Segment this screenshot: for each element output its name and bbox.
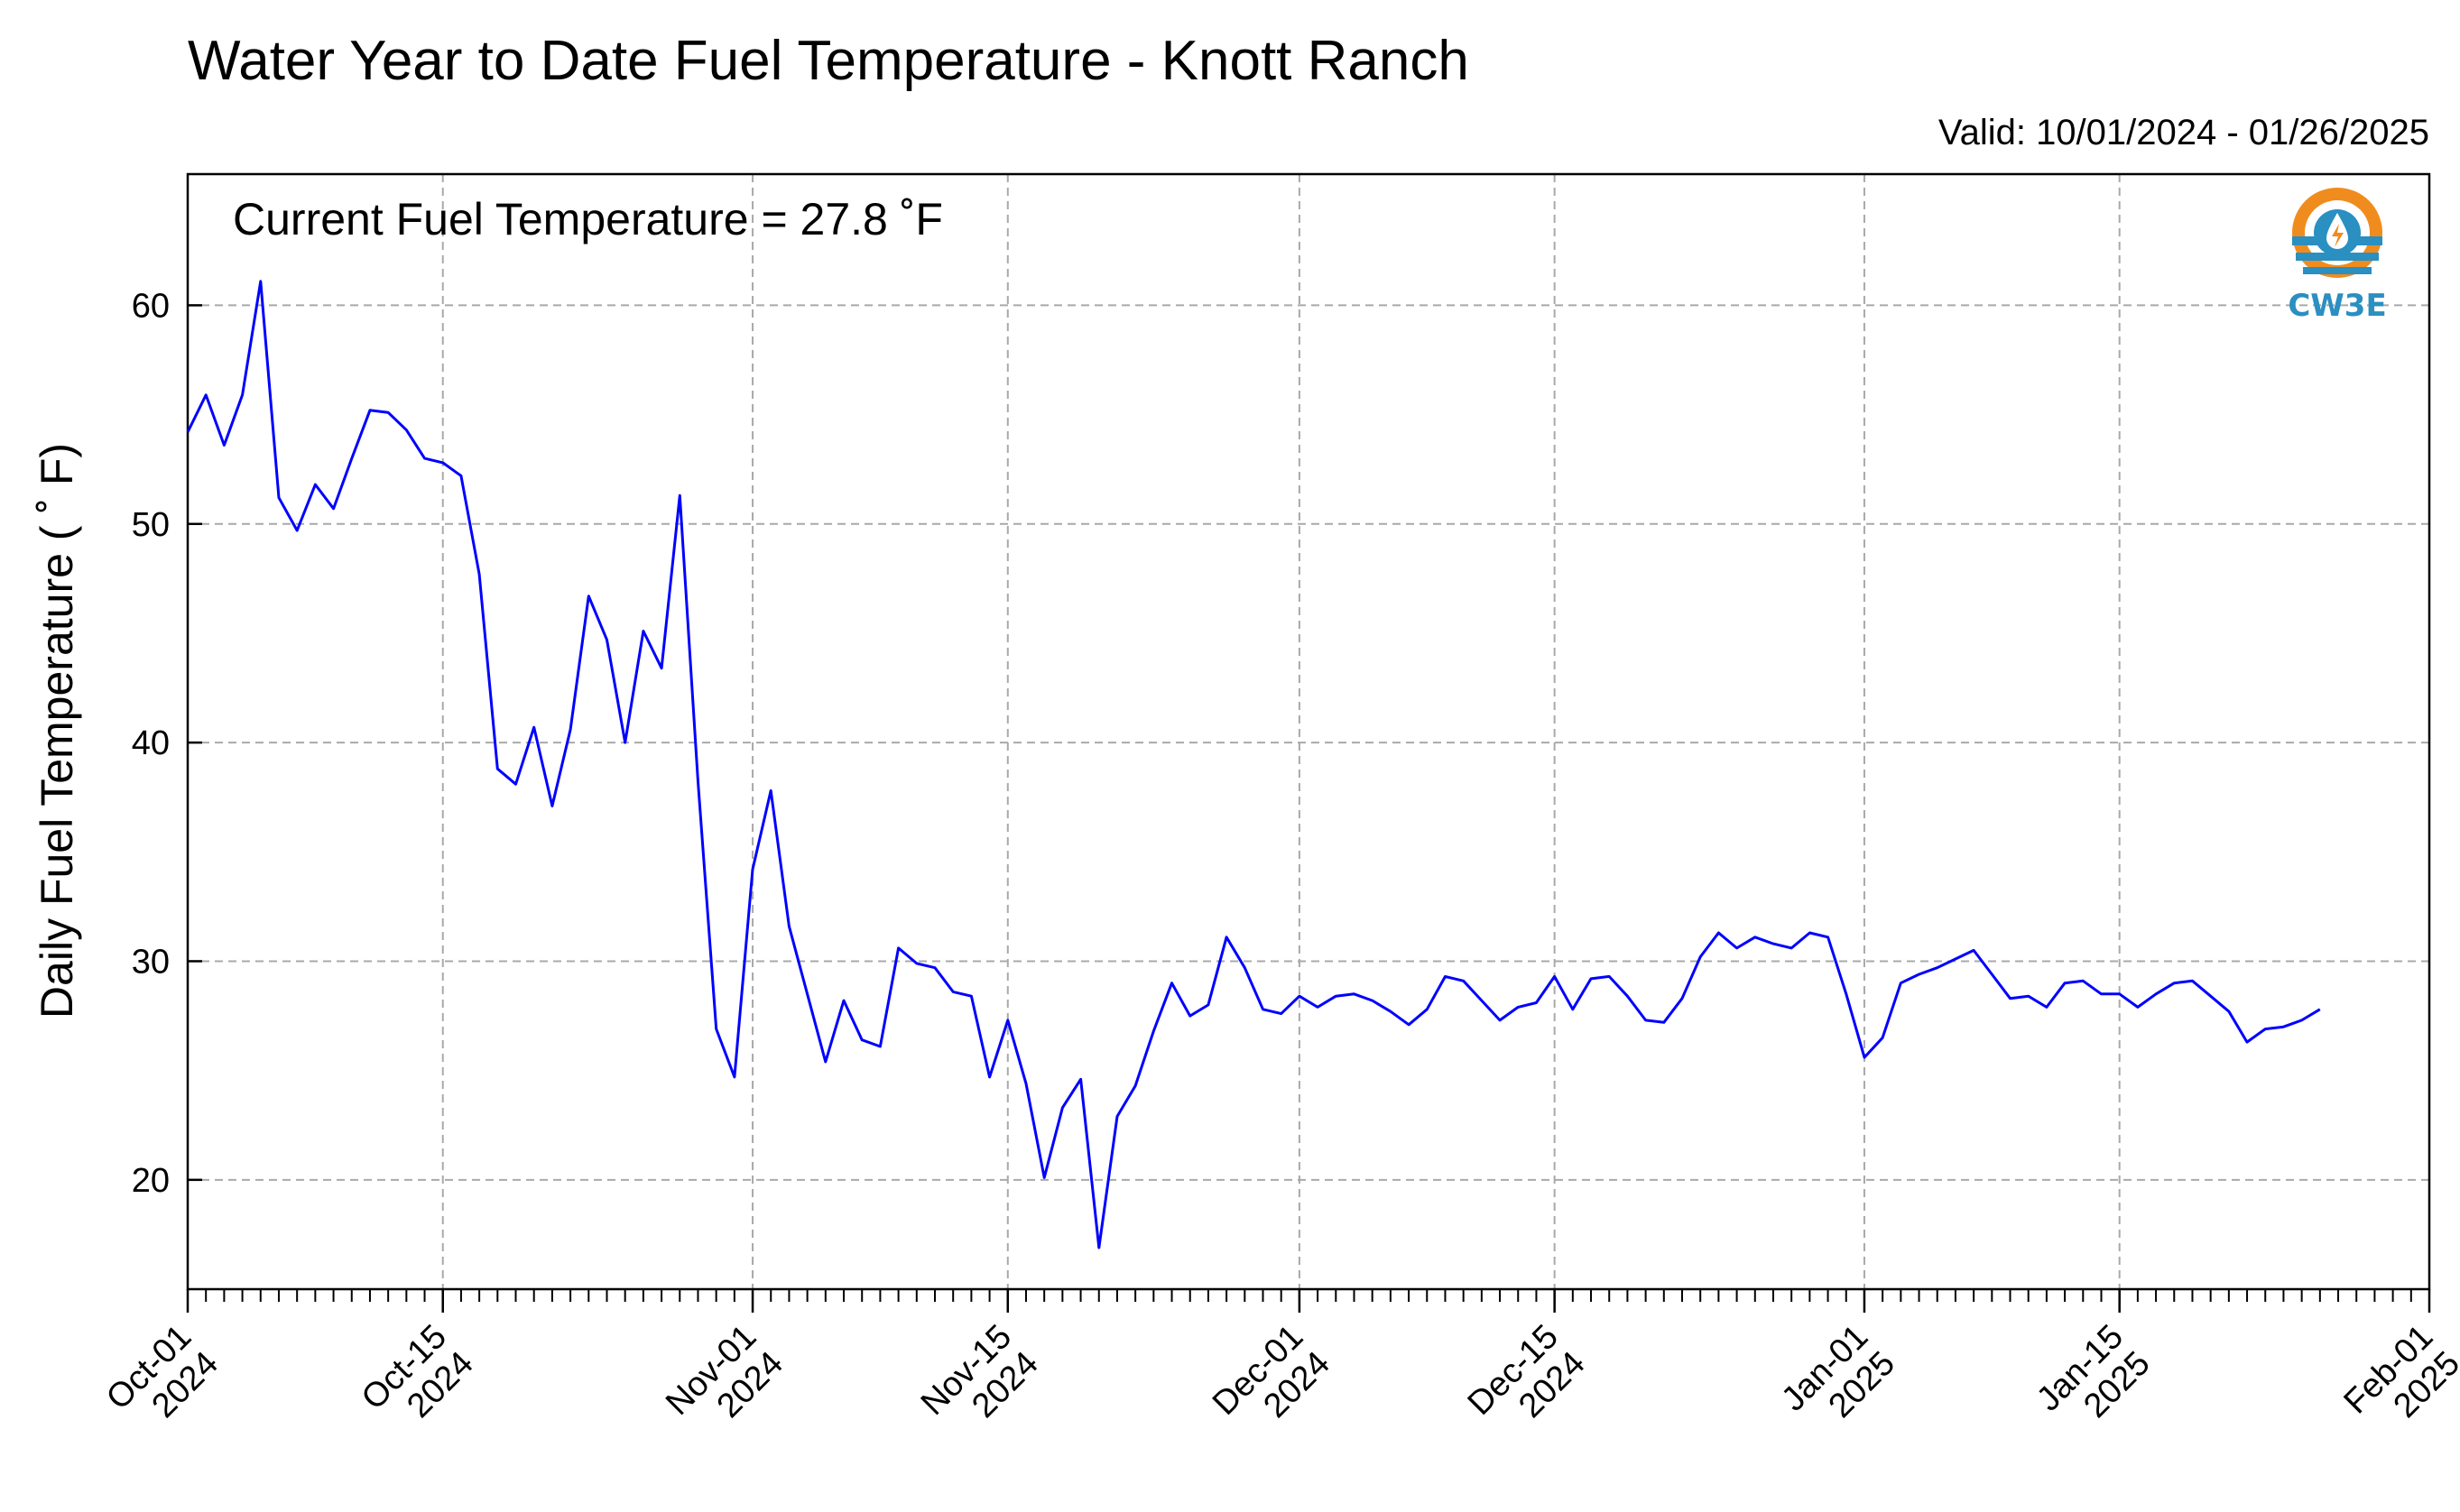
- y-axis-label: Daily Fuel Temperature ( ˚ F): [32, 443, 82, 1019]
- flame-icon: [2332, 224, 2344, 247]
- y-tick-label: 60: [132, 287, 170, 325]
- fuel-temperature-line: [186, 280, 2321, 1249]
- y-axis: 20 30 40 50 60: [132, 287, 202, 1200]
- y-tick-label: 40: [132, 724, 170, 762]
- cw3e-logo: CW3E: [2288, 188, 2387, 324]
- x-tick-label: Jan-012025: [1774, 1318, 1902, 1446]
- x-tick-label: Oct-012024: [99, 1318, 226, 1444]
- y-tick-label: 50: [132, 506, 170, 544]
- current-fuel-temperature-annotation: Current Fuel Temperature = 27.8 ˚F: [233, 194, 943, 244]
- x-tick-label: Oct-152024: [355, 1318, 481, 1444]
- chart-title: Water Year to Date Fuel Temperature - Kn…: [188, 30, 1469, 92]
- x-tick-label: Nov-152024: [914, 1318, 1046, 1450]
- x-axis: Oct-012024 Oct-152024 Nov-012024 Nov-152024…: [99, 1289, 2460, 1450]
- y-tick-label: 20: [132, 1162, 170, 1200]
- grid: [187, 174, 2430, 1289]
- series-layer: [186, 280, 2321, 1249]
- logo-text: CW3E: [2288, 288, 2386, 324]
- y-tick-label: 30: [132, 943, 170, 981]
- x-tick-label: Feb-012025: [2337, 1318, 2460, 1449]
- x-tick-label: Nov-012024: [659, 1318, 791, 1450]
- chart-subtitle: Valid: 10/01/2024 - 01/26/2025: [1938, 113, 2429, 152]
- plot-frame: [186, 172, 2431, 1291]
- x-tick-label: Jan-152025: [2030, 1318, 2158, 1446]
- x-tick-label: Dec-012024: [1206, 1318, 1337, 1450]
- x-tick-label: Dec-152024: [1461, 1318, 1593, 1450]
